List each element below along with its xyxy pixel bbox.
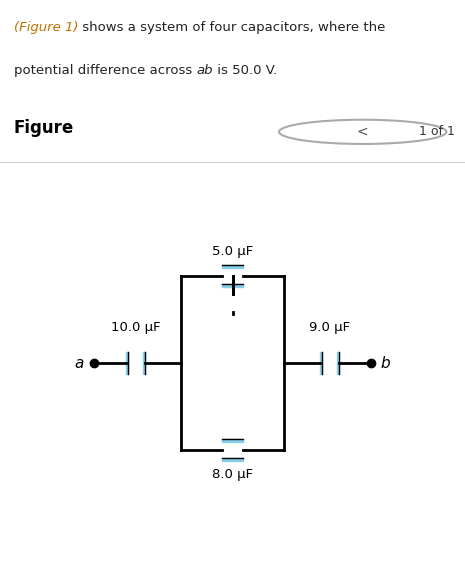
FancyBboxPatch shape [143, 352, 146, 374]
Text: 8.0 μF: 8.0 μF [212, 468, 253, 481]
Text: shows a system of four capacitors, where the: shows a system of four capacitors, where… [79, 21, 386, 34]
Text: b: b [381, 356, 391, 371]
Text: 10.0 μF: 10.0 μF [111, 320, 160, 334]
FancyBboxPatch shape [222, 458, 243, 461]
Text: potential difference across: potential difference across [14, 64, 196, 77]
Text: 9.0 μF: 9.0 μF [309, 320, 350, 334]
FancyBboxPatch shape [126, 352, 128, 374]
Text: ab: ab [196, 64, 213, 77]
Text: Figure: Figure [14, 119, 74, 137]
FancyBboxPatch shape [222, 439, 243, 442]
Text: 1 of 1: 1 of 1 [418, 125, 454, 139]
Text: (Figure 1): (Figure 1) [14, 21, 79, 34]
FancyBboxPatch shape [222, 284, 243, 287]
FancyBboxPatch shape [222, 265, 243, 268]
Text: 5.0 μF: 5.0 μF [212, 246, 253, 259]
FancyBboxPatch shape [319, 352, 322, 374]
Text: <: < [357, 125, 368, 139]
Text: is 50.0 V.: is 50.0 V. [213, 64, 277, 77]
Text: a: a [75, 356, 84, 371]
FancyBboxPatch shape [337, 352, 339, 374]
